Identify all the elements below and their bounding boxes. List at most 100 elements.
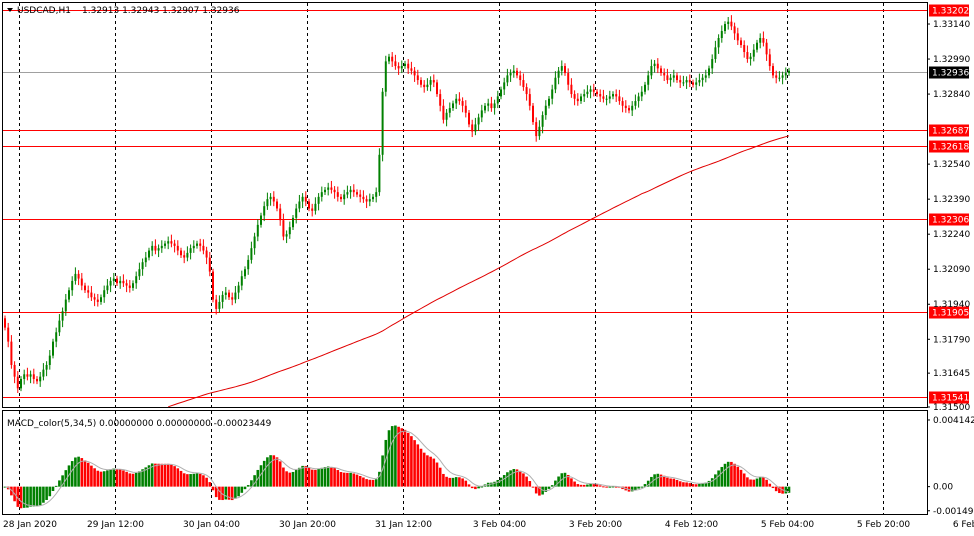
macd-bar bbox=[701, 483, 704, 487]
macd-bar bbox=[230, 486, 234, 501]
macd-bar bbox=[106, 470, 109, 487]
level-price-label: 1.31541 bbox=[932, 394, 969, 404]
level-price-label: 1.32618 bbox=[932, 143, 969, 153]
symbol-dropdown-icon[interactable] bbox=[7, 8, 13, 12]
candle bbox=[570, 78, 573, 98]
x-tick-label: 30 Jan 20:00 bbox=[279, 520, 336, 530]
candle bbox=[301, 193, 304, 209]
x-tick-label: 5 Feb 20:00 bbox=[857, 520, 911, 530]
candle bbox=[189, 244, 192, 260]
macd-bar bbox=[557, 476, 560, 487]
candle bbox=[567, 68, 570, 91]
macd-bar bbox=[115, 469, 119, 487]
candle bbox=[64, 293, 67, 316]
candle bbox=[656, 58, 659, 74]
macd-bar bbox=[182, 473, 186, 487]
candle bbox=[653, 59, 656, 73]
macd-bar bbox=[640, 486, 644, 488]
macd-bar bbox=[61, 475, 64, 487]
macd-bar bbox=[77, 456, 80, 487]
macd-bar bbox=[54, 485, 58, 487]
candle bbox=[727, 17, 730, 30]
macd-bar bbox=[32, 486, 36, 507]
y-tick-label: 1.31645 bbox=[933, 369, 970, 379]
candle bbox=[237, 281, 240, 300]
macd-bar bbox=[157, 463, 160, 487]
current-price-tag bbox=[929, 66, 969, 79]
macd-bar bbox=[86, 462, 90, 487]
macd-bar bbox=[458, 477, 461, 487]
candle bbox=[404, 60, 406, 69]
candle bbox=[464, 100, 467, 118]
macd-bar bbox=[214, 486, 218, 498]
candle bbox=[224, 286, 227, 300]
candle bbox=[282, 213, 285, 241]
macd-bar bbox=[509, 470, 512, 487]
macd-bar bbox=[141, 469, 144, 487]
macd-bar bbox=[339, 472, 343, 487]
candle bbox=[746, 45, 749, 63]
macd-bar bbox=[163, 463, 167, 487]
macd-bar bbox=[368, 479, 372, 487]
candle bbox=[32, 368, 35, 384]
macd-bar bbox=[272, 455, 276, 487]
macd-bar bbox=[378, 471, 381, 487]
candle bbox=[733, 22, 736, 40]
candle bbox=[618, 89, 621, 105]
candle bbox=[90, 286, 93, 301]
candle bbox=[288, 221, 291, 239]
candle bbox=[84, 282, 86, 294]
candle bbox=[336, 186, 339, 202]
macd-bar bbox=[730, 461, 733, 487]
y-tick-label: 1.32390 bbox=[933, 195, 970, 205]
macd-bar bbox=[470, 486, 474, 489]
candle bbox=[644, 81, 646, 95]
candle bbox=[308, 198, 310, 212]
candle bbox=[199, 238, 202, 252]
macd-bar bbox=[80, 458, 84, 487]
candle bbox=[612, 91, 614, 100]
candle bbox=[676, 72, 678, 83]
candle bbox=[640, 86, 643, 102]
candle bbox=[544, 100, 547, 120]
macd-bar bbox=[739, 469, 743, 487]
candle bbox=[701, 73, 704, 87]
candle bbox=[426, 78, 429, 91]
macd-bar bbox=[435, 462, 439, 487]
candle bbox=[557, 66, 560, 85]
macd-bar bbox=[317, 468, 320, 487]
candle bbox=[660, 65, 662, 76]
candle bbox=[250, 241, 253, 264]
macd-bar bbox=[742, 473, 746, 487]
candle bbox=[775, 70, 778, 84]
candle bbox=[778, 71, 781, 82]
candle bbox=[509, 69, 512, 82]
macd-bar bbox=[186, 474, 189, 487]
macd-bar bbox=[198, 473, 202, 487]
macd-bar bbox=[154, 463, 157, 487]
macd-bar bbox=[598, 485, 602, 487]
current-price-label: 1.32936 bbox=[932, 69, 969, 79]
macd-bar bbox=[211, 486, 215, 491]
candle bbox=[141, 258, 144, 276]
symbol-label[interactable]: USDCAD,H1 bbox=[17, 6, 71, 16]
macd-bar bbox=[528, 481, 532, 487]
macd-bar bbox=[512, 469, 516, 487]
macd-bar bbox=[26, 486, 29, 508]
candle bbox=[160, 240, 163, 253]
macd-bar bbox=[525, 476, 528, 487]
candle bbox=[752, 44, 755, 62]
macd-bar bbox=[291, 471, 295, 487]
macd-bar bbox=[374, 479, 378, 487]
candle bbox=[474, 117, 477, 136]
candle bbox=[378, 148, 381, 196]
macd-bar bbox=[294, 470, 298, 487]
candle bbox=[212, 268, 214, 303]
candle bbox=[500, 86, 502, 100]
macd-bar bbox=[582, 484, 586, 487]
candle bbox=[317, 193, 320, 211]
candle bbox=[749, 52, 752, 66]
macd-bar bbox=[586, 484, 589, 487]
candle bbox=[448, 102, 451, 118]
